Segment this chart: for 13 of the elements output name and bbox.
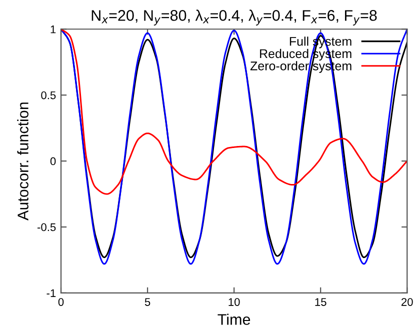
y-tick-label: 0.5: [41, 91, 56, 100]
y-axis-title: Autocorr. function: [17, 102, 28, 220]
y-tick-label: -0.5: [37, 223, 56, 232]
x-tick-label: 5: [144, 298, 150, 306]
y-tick-label: 1: [50, 26, 56, 34]
x-tick-label: 0: [58, 298, 64, 306]
x-tick-label: 10: [228, 298, 240, 306]
x-tick-label: 15: [315, 298, 326, 306]
chart-title: N$_{x}$=20, N$_{y}$=80, λ$_{x}$=0.4, λ$_{y}$=0.4, F$_{x}$=6, F$_{y}$=8: [92, 10, 377, 26]
y-tick-label: 0: [50, 157, 56, 166]
y-tick-label: -1: [46, 289, 56, 297]
x-axis-title: Time: [218, 314, 250, 325]
x-tick-label: 20: [401, 298, 413, 306]
